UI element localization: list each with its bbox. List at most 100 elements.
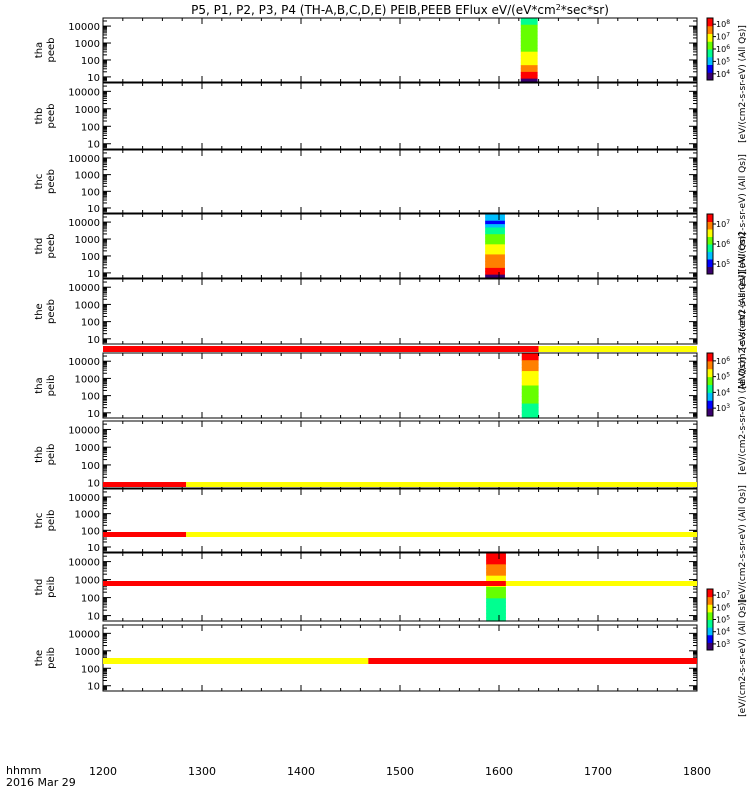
- spectrogram-cell: [485, 240, 505, 245]
- colorbar-swatch: [707, 266, 713, 275]
- spectrogram-cell: [521, 410, 539, 415]
- panel-tha-peeb: 10 100 1000 10000 thapeeb: [34, 17, 698, 84]
- status-bar-segment: [103, 581, 506, 586]
- x-tick-label: 1600: [485, 765, 513, 778]
- colorbar-unit-label: [eV/(cm2-s-sr-eV) (All Qs)]: [738, 232, 748, 350]
- y-tick-label: 1000: [75, 510, 100, 521]
- spectrogram-cell: [485, 237, 505, 242]
- spectrogram-cell: [486, 575, 506, 581]
- colorbar-swatch: [707, 604, 713, 613]
- y-tick-label: 10: [87, 140, 100, 151]
- y-tick-label: 10000: [68, 218, 100, 229]
- spectrogram-cell: [486, 609, 506, 615]
- spectrogram-cell: [485, 251, 505, 256]
- spectrogram-cell: [486, 560, 506, 565]
- spectrogram-cell: [521, 367, 539, 372]
- colorbar-swatch: [707, 596, 713, 605]
- spectrogram-cell: [520, 34, 538, 39]
- y-tick-label: 100: [81, 187, 100, 198]
- colorbar-tick-label: 107: [716, 219, 730, 229]
- status-bar-segment: [103, 482, 187, 487]
- panel-frame: [102, 278, 698, 345]
- colorbar-tick-label: 107: [716, 32, 730, 42]
- y-tick-label: 10000: [68, 558, 100, 569]
- y-tick-label: 1000: [75, 647, 100, 658]
- colorbar-unit-label: [eV/(cm2-s-sr-eV) (All Qs)]: [738, 599, 748, 717]
- y-tick-label: 100: [81, 122, 100, 133]
- spectrogram-cell: [521, 363, 539, 369]
- y-tick-label: 100: [81, 526, 100, 537]
- chart-title: P5, P1, P2, P3, P4 (TH-A,B,C,D,E) PEIB,P…: [191, 3, 609, 17]
- colorbar-swatch: [707, 619, 713, 628]
- colorbar-frame: [706, 352, 714, 417]
- colorbar-tick-label: 104: [716, 69, 730, 79]
- y-tick-label: 1000: [75, 171, 100, 182]
- colorbar-swatch: [707, 49, 713, 58]
- spectrogram-cell: [520, 68, 538, 73]
- spectrogram-cell: [521, 407, 539, 412]
- spectrogram-cell: [520, 28, 538, 33]
- colorbar-unit-label: [eV/(cm2-s-sr-eV) (All Qs)]: [738, 271, 748, 389]
- spectrogram-cell: [485, 227, 505, 232]
- x-tick-label: 1800: [683, 765, 711, 778]
- spectrogram-cell: [520, 65, 538, 70]
- panels-group: 10 100 1000 10000 thapeeb 10 100 1000 10000 thbpe…: [34, 17, 698, 693]
- colorbar-swatch: [707, 259, 713, 267]
- colorbar-unit-label: [eV/(cm2-s-sr-eV) (All Qs)]: [738, 154, 748, 272]
- colorbar-tick-label: 106: [716, 602, 730, 612]
- panel-label: thcpeeb: [34, 169, 57, 194]
- panel-the-peib: 10 100 1000 10000 thepeib: [34, 624, 698, 693]
- spectrogram-cell: [486, 613, 506, 618]
- panel-frame: [102, 82, 698, 150]
- panel-frame: [102, 149, 698, 214]
- colorbar-tick-label: 105: [716, 372, 730, 382]
- panel-thb-peib: 10 100 1000 10000 thbpeib: [34, 420, 698, 490]
- panel-thc-peeb: 10 100 1000 10000 thcpeeb: [34, 149, 698, 215]
- status-bar-segment: [103, 532, 187, 537]
- panel-thd-peib: 10 100 1000 10000 thdpeib: [34, 552, 698, 623]
- spectrogram-cell: [485, 267, 505, 272]
- colorbar-swatch: [707, 25, 713, 34]
- colorbar-swatch: [707, 384, 713, 393]
- x-tick-label: 1400: [287, 765, 315, 778]
- y-tick-label: 1000: [75, 576, 100, 587]
- spectrogram-cell: [521, 385, 539, 390]
- spectrogram-cell: [520, 58, 538, 63]
- y-tick-label: 100: [81, 594, 100, 605]
- y-tick-label: 10: [87, 269, 100, 280]
- colorbar-swatch: [707, 627, 713, 636]
- colorbar-swatch: [707, 214, 713, 222]
- colorbar-swatch: [707, 353, 713, 362]
- panel-label: thdpeib: [34, 576, 57, 598]
- y-tick-label: 10000: [68, 154, 100, 165]
- spectrogram-cell: [520, 61, 538, 66]
- spectrogram-cell: [521, 414, 539, 419]
- spectrogram-cell: [486, 617, 506, 622]
- panel-frame: [102, 552, 698, 622]
- panel-thd-peeb: 10 100 1000 10000 thdpeeb: [34, 213, 698, 280]
- spectrogram-cell: [486, 587, 506, 592]
- panel-frame: [102, 488, 698, 553]
- spectrogram-cell: [485, 247, 505, 252]
- status-bar-segment: [103, 346, 539, 352]
- panel-label: thapeeb: [34, 38, 57, 63]
- spectrogram-cell: [521, 353, 539, 358]
- x-tick-label: 1500: [386, 765, 414, 778]
- colorbar-tick-label: 104: [716, 387, 730, 397]
- panel-frame: [102, 213, 698, 279]
- colorbar-unit-label: [eV/(cm2-s-sr-eV) (All Qs)]: [738, 485, 748, 603]
- spectrogram-cell: [485, 264, 505, 269]
- spectrogram-cell: [486, 598, 506, 603]
- y-tick-label: 1000: [75, 300, 100, 311]
- panel-tha-peib: 10 100 1000 10000 thapeib: [34, 352, 698, 420]
- spectrogram-cell: [521, 399, 539, 405]
- y-tick-label: 100: [81, 392, 100, 403]
- spectrogram-cell: [520, 41, 538, 46]
- colorbar-swatch: [707, 642, 713, 651]
- spectrogram-cell: [521, 378, 539, 383]
- colorbar-tick-label: 106: [716, 356, 730, 366]
- colorbar-swatch: [707, 72, 713, 81]
- colorbar-swatch: [707, 400, 713, 409]
- colorbar-swatch: [707, 244, 713, 252]
- colorbar-swatch: [707, 64, 713, 73]
